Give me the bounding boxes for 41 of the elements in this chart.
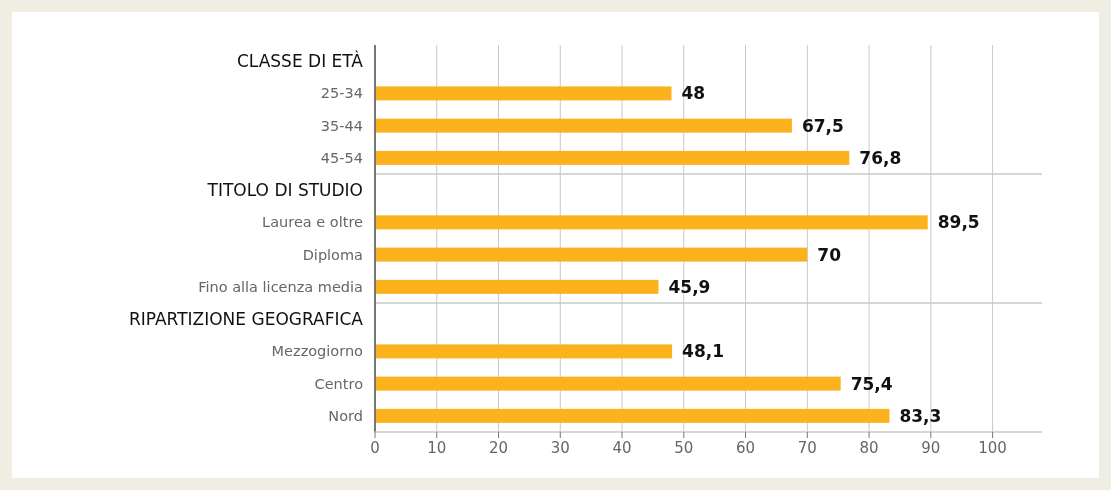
bar <box>375 344 673 359</box>
data-label: 48 <box>681 83 706 104</box>
x-tick-label: 30 <box>550 439 570 457</box>
bar <box>375 376 841 391</box>
x-tick-label: 20 <box>488 439 509 457</box>
bar <box>375 118 792 133</box>
data-label: 45,9 <box>668 276 711 297</box>
x-tick-label: 60 <box>736 439 756 457</box>
x-tick-label: 40 <box>612 439 632 457</box>
x-tick-label: 100 <box>978 439 1007 457</box>
bar <box>375 408 890 423</box>
bar <box>375 215 928 230</box>
x-tick-label: 90 <box>921 439 941 457</box>
data-label: 70 <box>817 244 842 265</box>
y-tick-label: 45-54 <box>320 149 363 166</box>
data-label: 76,8 <box>859 147 902 168</box>
y-tick-label: Mezzogiorno <box>271 343 364 360</box>
x-tick-label: 70 <box>797 439 817 457</box>
y-tick-label: TITOLO DI STUDIO <box>206 180 363 201</box>
data-label: 89,5 <box>937 212 980 233</box>
y-tick-label: 25-34 <box>320 85 363 102</box>
x-tick-label: 50 <box>674 439 694 457</box>
bar <box>375 86 672 101</box>
data-label: 67,5 <box>801 115 844 136</box>
bar <box>375 279 659 294</box>
data-label: 83,3 <box>899 405 942 426</box>
y-tick-label: RIPARTIZIONE GEOGRAFICA <box>128 309 364 330</box>
x-tick-label: 80 <box>859 439 879 457</box>
y-tick-label: Diploma <box>302 246 363 263</box>
x-tick-label: 0 <box>370 439 380 457</box>
data-label: 48,1 <box>682 341 725 362</box>
data-label: 75,4 <box>850 373 893 394</box>
y-tick-label: CLASSE DI ETÀ <box>236 50 364 72</box>
y-tick-label: Centro <box>314 375 364 392</box>
y-tick-label: Fino alla licenza media <box>198 278 363 295</box>
bar <box>375 247 808 262</box>
y-tick-label: 35-44 <box>320 117 363 134</box>
x-tick-label: 10 <box>427 439 447 457</box>
y-tick-label: Nord <box>328 407 363 424</box>
y-tick-label: Laurea e oltre <box>262 214 364 231</box>
bar <box>375 150 850 165</box>
